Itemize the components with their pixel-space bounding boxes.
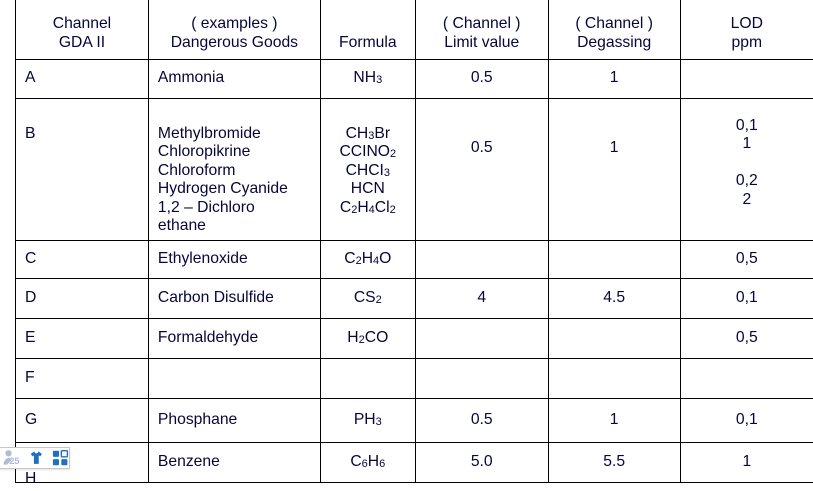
svg-text:25: 25 <box>9 456 19 466</box>
